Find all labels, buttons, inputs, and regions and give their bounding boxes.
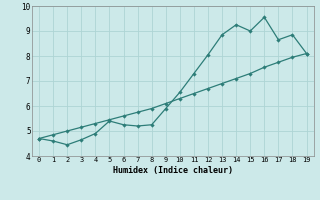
X-axis label: Humidex (Indice chaleur): Humidex (Indice chaleur) [113, 166, 233, 175]
